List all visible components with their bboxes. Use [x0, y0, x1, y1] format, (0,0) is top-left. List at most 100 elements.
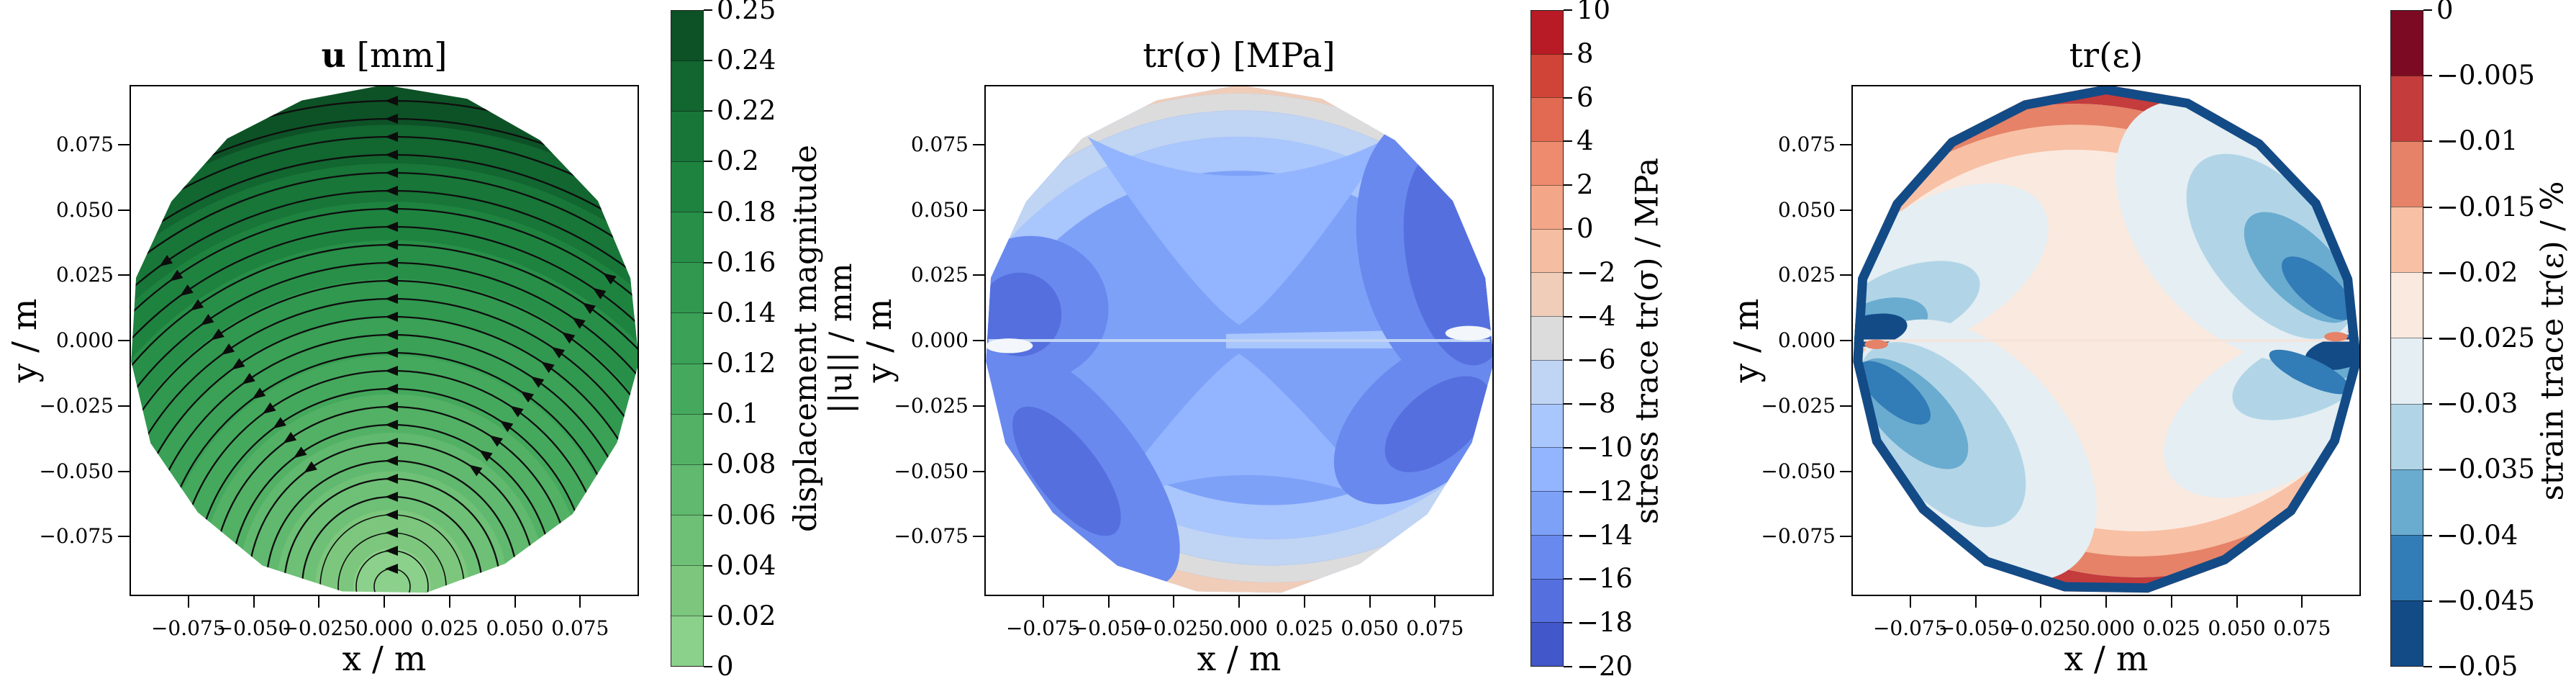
- colorbar-tick-mark: [704, 161, 712, 163]
- colorbar-tick-label: −18: [1577, 607, 1633, 639]
- colorbar-tick-label: 0: [717, 651, 734, 682]
- colorbar-tick-label: 0: [1577, 213, 1594, 244]
- colorbar-tick-mark: [704, 464, 712, 466]
- stress-colorbar-label-line1: stress trace tr(σ) / MPa: [1629, 157, 1666, 525]
- colorbar-tick-mark: [704, 312, 712, 314]
- displacement-colorbar-label: displacement magnitude ||u|| / mm: [788, 0, 859, 689]
- x-tick-label: 0.075: [551, 616, 609, 640]
- y-tick-mark: [1840, 274, 1851, 276]
- colorbar-tick-mark: [704, 211, 712, 213]
- x-tick-mark: [1434, 596, 1436, 608]
- x-tick-label: −0.075: [1872, 616, 1948, 640]
- strain-colorbar-label: strain trace tr(ε) / %: [2534, 0, 2571, 689]
- colorbar-segment: [2391, 11, 2423, 76]
- colorbar-tick-mark: [1564, 359, 1572, 361]
- y-tick-label: 0.025: [1777, 263, 1836, 287]
- colorbar-tick-label: −0.005: [2436, 60, 2535, 91]
- colorbar-tick-mark: [704, 514, 712, 516]
- colorbar-segment: [671, 363, 703, 414]
- panel3-xaxis-label: x / m: [2064, 639, 2149, 679]
- colorbar-tick-label: 0.25: [717, 0, 776, 25]
- colorbar-segment: [2391, 272, 2423, 338]
- colorbar-segment: [2391, 76, 2423, 142]
- panel2-xaxis-label: x / m: [1197, 639, 1282, 679]
- y-tick-label: −0.025: [39, 393, 114, 418]
- x-tick-label: −0.075: [150, 616, 226, 640]
- y-tick-label: 0.075: [910, 132, 969, 156]
- y-tick-mark: [118, 405, 130, 407]
- x-tick-label: −0.025: [2003, 616, 2079, 640]
- colorbar-tick-label: −0.01: [2436, 125, 2518, 157]
- colorbar-tick-mark: [1564, 490, 1572, 492]
- panel2-title: tr(σ) [MPa]: [1143, 36, 1335, 76]
- colorbar-tick-mark: [2423, 534, 2432, 536]
- x-tick-mark: [187, 596, 189, 608]
- y-tick-mark: [973, 209, 984, 211]
- colorbar-tick-mark: [704, 564, 712, 567]
- y-tick-label: 0.000: [1777, 328, 1836, 352]
- colorbar-segment: [1531, 141, 1563, 185]
- colorbar-tick-mark: [2423, 469, 2432, 471]
- displacement-colorbar-label-line2: ||u|| / mm: [823, 263, 859, 414]
- displacement-colorbar-label-line1: displacement magnitude: [788, 145, 824, 532]
- y-tick-label: 0.025: [55, 263, 114, 287]
- colorbar-segment: [671, 161, 703, 212]
- colorbar-tick-label: −14: [1577, 519, 1633, 551]
- colorbar-tick-label: −16: [1577, 563, 1633, 595]
- colorbar-tick-label: 8: [1577, 37, 1594, 69]
- y-tick-mark: [1840, 209, 1851, 211]
- colorbar-segment: [1531, 359, 1563, 404]
- colorbar-tick-label: −0.02: [2436, 256, 2518, 288]
- colorbar-tick-label: −0.04: [2436, 519, 2518, 551]
- colorbar-segment: [1531, 53, 1563, 98]
- strain-colorbar-label-line1: strain trace tr(ε) / %: [2534, 181, 2571, 501]
- y-tick-label: −0.075: [894, 524, 969, 549]
- colorbar-tick-label: 0.24: [717, 45, 776, 76]
- colorbar-segment: [671, 464, 703, 515]
- colorbar-tick-mark: [704, 110, 712, 112]
- colorbar-tick-label: 6: [1577, 81, 1594, 113]
- colorbar-tick-label: −0.015: [2436, 191, 2535, 222]
- colorbar-segment: [1531, 11, 1563, 54]
- colorbar-tick-mark: [1564, 271, 1572, 274]
- x-tick-label: 0.075: [2273, 616, 2331, 640]
- colorbar-tick-mark: [1564, 96, 1572, 99]
- y-tick-label: −0.025: [1761, 393, 1836, 418]
- colorbar-tick-mark: [1564, 447, 1572, 449]
- panel1-xaxis-label: x / m: [342, 639, 427, 679]
- strain-contour-plot: [1851, 85, 2361, 596]
- colorbar-tick-mark: [704, 9, 712, 11]
- y-tick-mark: [973, 340, 984, 341]
- y-tick-label: 0.025: [910, 263, 969, 287]
- x-tick-label: −0.050: [216, 616, 291, 640]
- colorbar-tick-label: −20: [1577, 651, 1633, 682]
- stress-colorbar: [1530, 10, 1564, 667]
- colorbar-tick-mark: [2423, 206, 2432, 208]
- x-tick-mark: [1974, 596, 1977, 608]
- colorbar-tick-mark: [2423, 140, 2432, 143]
- x-tick-label: −0.025: [1136, 616, 1212, 640]
- colorbar-tick-label: −0.03: [2436, 388, 2518, 420]
- x-tick-mark: [579, 596, 581, 608]
- y-tick-mark: [118, 143, 130, 145]
- colorbar-segment: [671, 564, 703, 616]
- y-tick-mark: [973, 470, 984, 472]
- colorbar-segment: [2391, 600, 2423, 666]
- x-tick-label: −0.075: [1005, 616, 1081, 640]
- colorbar-tick-mark: [1564, 315, 1572, 318]
- colorbar-tick-label: 0.18: [717, 196, 776, 228]
- colorbar-tick-label: −12: [1577, 475, 1633, 507]
- y-tick-mark: [1840, 536, 1851, 538]
- x-tick-mark: [2040, 596, 2042, 608]
- colorbar-segment: [1531, 622, 1563, 667]
- x-tick-label: 0.025: [2142, 616, 2200, 640]
- colorbar-tick-label: −0.045: [2436, 585, 2535, 616]
- colorbar-segment: [671, 514, 703, 565]
- colorbar-tick-label: 0: [2436, 0, 2454, 25]
- colorbar-tick-label: 0.16: [717, 246, 776, 278]
- y-tick-label: −0.025: [894, 393, 969, 418]
- x-tick-label: 0.050: [2208, 616, 2266, 640]
- colorbar-tick-label: 0.12: [717, 348, 776, 379]
- colorbar-tick-label: −0.05: [2436, 651, 2518, 682]
- y-tick-mark: [118, 274, 130, 276]
